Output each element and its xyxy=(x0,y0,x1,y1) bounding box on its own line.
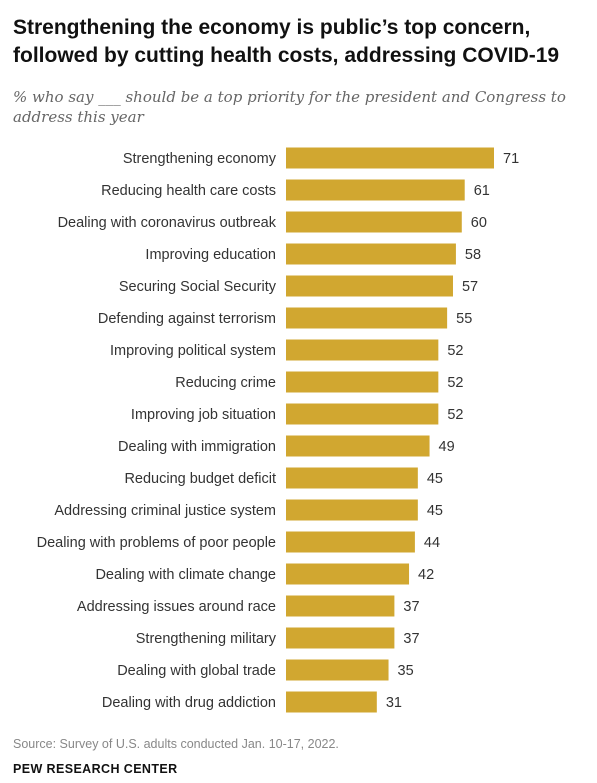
bar xyxy=(286,691,377,713)
value-label: 42 xyxy=(418,567,434,583)
category-label: Reducing crime xyxy=(175,375,276,391)
bar xyxy=(286,371,439,393)
category-label: Dealing with problems of poor people xyxy=(37,535,276,551)
source-note: Source: Survey of U.S. adults conducted … xyxy=(13,737,339,751)
bar xyxy=(286,339,439,361)
category-label: Dealing with climate change xyxy=(95,567,276,583)
title-line-2: followed by cutting health costs, addres… xyxy=(13,44,560,67)
subtitle-line-1: % who say ___ should be a top priority f… xyxy=(13,88,566,106)
category-label: Dealing with drug addiction xyxy=(102,695,276,711)
value-label: 37 xyxy=(403,599,419,615)
category-label: Addressing criminal justice system xyxy=(54,503,276,519)
value-label: 52 xyxy=(447,375,463,391)
value-label: 60 xyxy=(471,215,487,231)
chart-title: Strengthening the economy is public’s to… xyxy=(13,14,588,70)
category-label: Addressing issues around race xyxy=(77,599,276,615)
bar xyxy=(286,211,462,233)
value-label: 49 xyxy=(439,439,455,455)
category-label: Reducing health care costs xyxy=(101,183,276,199)
value-label: 45 xyxy=(427,503,443,519)
category-label: Dealing with immigration xyxy=(118,439,276,455)
bar xyxy=(286,275,453,297)
category-label: Strengthening economy xyxy=(123,151,277,167)
bar xyxy=(286,467,418,489)
bar xyxy=(286,435,430,457)
value-label: 44 xyxy=(424,535,440,551)
bar-chart: Strengthening economy 71 Reducing health c… xyxy=(37,147,519,713)
value-label: 31 xyxy=(386,695,402,711)
bar xyxy=(286,147,494,169)
value-label: 37 xyxy=(403,631,419,647)
category-label: Improving political system xyxy=(110,343,276,359)
bar xyxy=(286,531,415,553)
category-label: Reducing budget deficit xyxy=(124,471,276,487)
value-label: 45 xyxy=(427,471,443,487)
category-label: Defending against terrorism xyxy=(98,311,276,327)
bar xyxy=(286,659,389,681)
title-line-1: Strengthening the economy is public’s to… xyxy=(13,16,531,39)
value-label: 52 xyxy=(447,343,463,359)
category-label: Strengthening military xyxy=(136,631,277,647)
org-name: PEW RESEARCH CENTER xyxy=(13,762,178,776)
chart-subtitle: % who say ___ should be a top priority f… xyxy=(13,87,588,127)
category-label: Improving job situation xyxy=(131,407,276,423)
category-label: Dealing with coronavirus outbreak xyxy=(58,215,277,231)
value-label: 71 xyxy=(503,151,519,167)
value-label: 55 xyxy=(456,311,472,327)
value-label: 35 xyxy=(398,663,414,679)
bar xyxy=(286,403,439,425)
category-label: Dealing with global trade xyxy=(117,663,276,679)
value-label: 57 xyxy=(462,279,478,295)
bar xyxy=(286,563,410,585)
value-label: 61 xyxy=(474,183,490,199)
value-label: 52 xyxy=(447,407,463,423)
subtitle-line-2: address this year xyxy=(13,108,144,126)
value-label: 58 xyxy=(465,247,481,263)
bar xyxy=(286,243,456,265)
category-label: Securing Social Security xyxy=(119,279,277,295)
bar xyxy=(286,499,418,521)
bar xyxy=(286,627,395,649)
category-label: Improving education xyxy=(145,247,276,263)
bar xyxy=(286,595,395,617)
bar xyxy=(286,179,465,201)
bar xyxy=(286,307,448,329)
